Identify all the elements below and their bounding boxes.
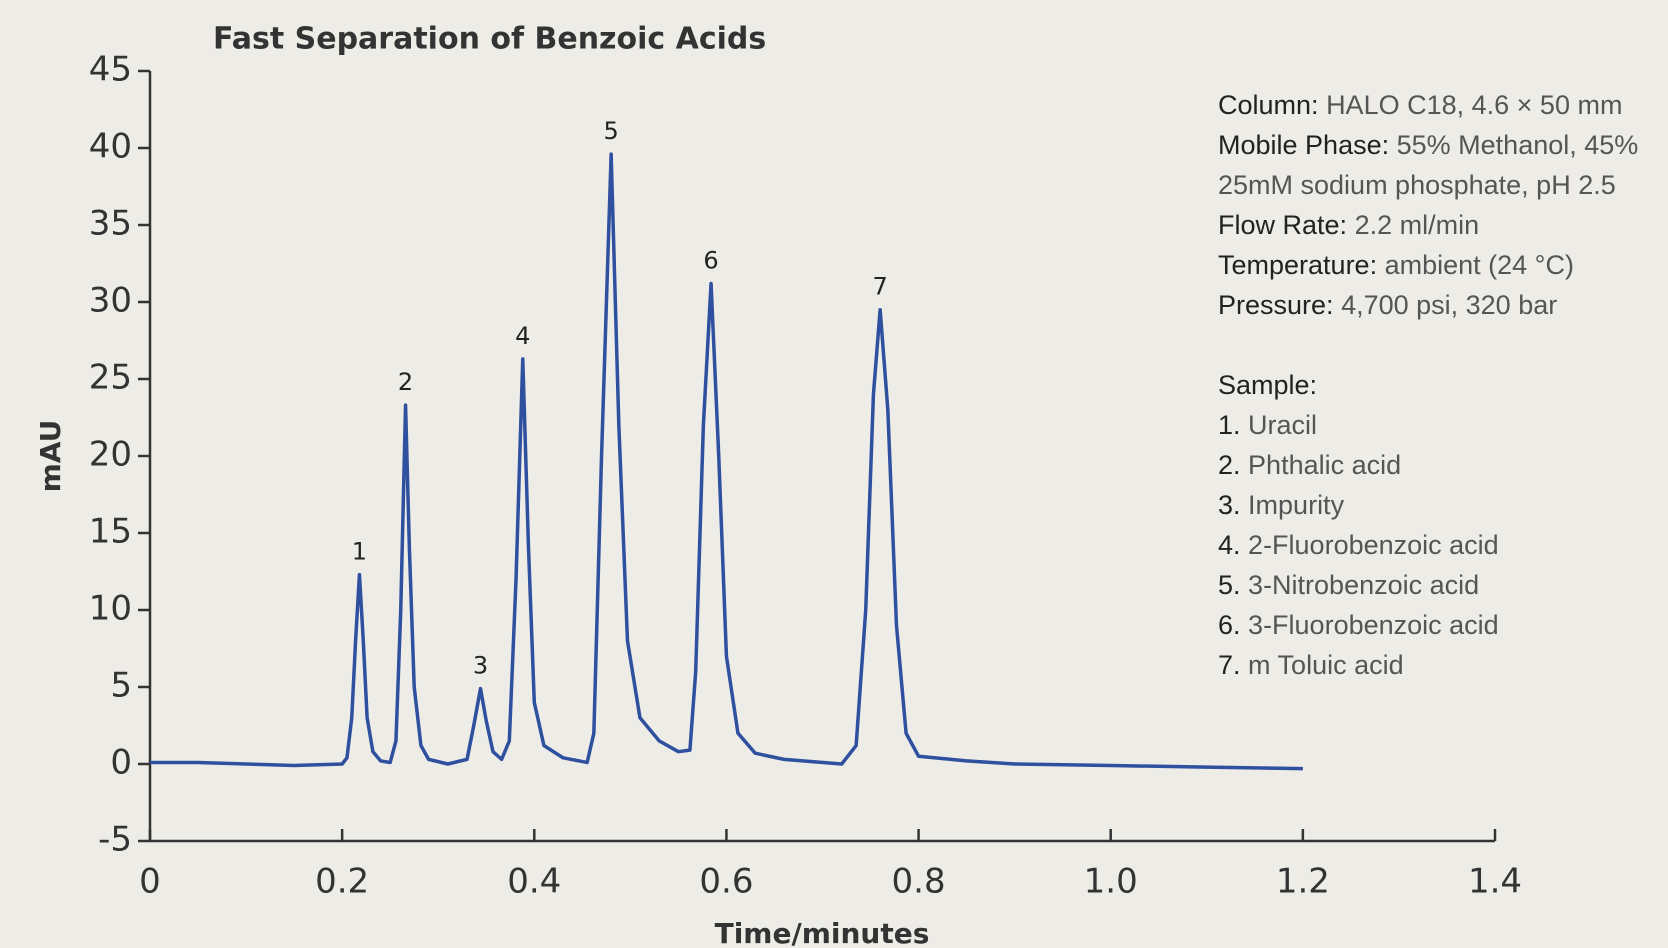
sample-number: 6. [1218, 610, 1241, 640]
y-tick-label: 20 [89, 435, 132, 475]
peak-label: 3 [473, 652, 488, 680]
condition-line: Mobile Phase: 55% Methanol, 45% [1218, 130, 1638, 160]
peak-label: 1 [352, 538, 367, 566]
sample-name: Uracil [1248, 410, 1317, 440]
y-tick-label: 0 [110, 743, 132, 783]
peak-label: 4 [515, 322, 530, 350]
y-tick-label: 35 [89, 204, 132, 244]
sample-name: 3-Fluorobenzoic acid [1248, 610, 1499, 640]
condition-value: 25mM sodium phosphate, pH 2.5 [1218, 170, 1616, 200]
peak-label: 7 [873, 273, 888, 301]
sample-name: 2-Fluorobenzoic acid [1248, 530, 1499, 560]
peak-label: 5 [604, 117, 619, 145]
condition-space [1389, 130, 1397, 160]
sample-name: Impurity [1248, 490, 1345, 520]
chart-title: Fast Separation of Benzoic Acids [213, 22, 766, 57]
condition-space [1334, 290, 1342, 320]
condition-key: Mobile Phase: [1218, 130, 1389, 160]
condition-space [1377, 250, 1385, 280]
y-tick-label: 40 [89, 127, 132, 167]
x-tick-label: 0.2 [315, 862, 369, 902]
condition-key: Pressure: [1218, 290, 1334, 320]
x-tick-label: 1.0 [1084, 862, 1138, 902]
sample-space [1241, 650, 1249, 680]
condition-line: Pressure: 4,700 psi, 320 bar [1218, 290, 1557, 320]
sample-item: 4. 2-Fluorobenzoic acid [1218, 530, 1499, 560]
x-tick-label: 0.6 [699, 862, 753, 902]
sample-title: Sample: [1218, 370, 1317, 400]
x-tick-label: 0.4 [507, 862, 561, 902]
sample-space [1241, 570, 1249, 600]
sample-item: 5. 3-Nitrobenzoic acid [1218, 570, 1479, 600]
sample-number: 3. [1218, 490, 1241, 520]
y-tick-label: 15 [89, 512, 132, 552]
y-tick-label: 10 [89, 589, 132, 629]
condition-value: 2.2 ml/min [1355, 210, 1480, 240]
y-axis-label: mAU [34, 420, 67, 493]
condition-line: Flow Rate: 2.2 ml/min [1218, 210, 1479, 240]
sample-item: 3. Impurity [1218, 490, 1345, 520]
x-tick-label: 0 [139, 862, 161, 902]
sample-name: m Toluic acid [1248, 650, 1404, 680]
condition-key: Flow Rate: [1218, 210, 1347, 240]
condition-line: 25mM sodium phosphate, pH 2.5 [1218, 170, 1616, 200]
sample-item: 1. Uracil [1218, 410, 1317, 440]
sample-name: Phthalic acid [1248, 450, 1401, 480]
sample-number: 1. [1218, 410, 1241, 440]
condition-value: 4,700 psi, 320 bar [1341, 290, 1557, 320]
sample-space [1241, 410, 1249, 440]
y-tick-label: -5 [98, 820, 132, 860]
x-tick-label: 1.2 [1276, 862, 1330, 902]
sample-number: 5. [1218, 570, 1241, 600]
peak-label: 6 [703, 247, 718, 275]
sample-space [1241, 610, 1249, 640]
condition-value: 55% Methanol, 45% [1397, 130, 1639, 160]
y-tick-label: 25 [89, 358, 132, 398]
y-tick-label: 5 [110, 666, 132, 706]
sample-space [1241, 530, 1249, 560]
trace-line [150, 152, 1303, 771]
sample-item: 7. m Toluic acid [1218, 650, 1404, 680]
y-tick-label: 45 [89, 50, 132, 90]
sample-item: 2. Phthalic acid [1218, 450, 1401, 480]
condition-value: ambient (24 °C) [1385, 250, 1574, 280]
sample-number: 4. [1218, 530, 1241, 560]
condition-line: Temperature: ambient (24 °C) [1218, 250, 1574, 280]
y-tick-label: 30 [89, 281, 132, 321]
x-axis-label: Time/minutes [715, 917, 930, 948]
condition-line: Column: HALO C18, 4.6 × 50 mm [1218, 90, 1622, 120]
sample-number: 2. [1218, 450, 1241, 480]
condition-space [1319, 90, 1327, 120]
condition-value: HALO C18, 4.6 × 50 mm [1326, 90, 1622, 120]
sample-space [1241, 450, 1249, 480]
condition-key: Column: [1218, 90, 1319, 120]
x-tick-label: 0.8 [892, 862, 946, 902]
sample-name: 3-Nitrobenzoic acid [1248, 570, 1479, 600]
sample-item: 6. 3-Fluorobenzoic acid [1218, 610, 1499, 640]
condition-space [1347, 210, 1355, 240]
condition-key: Temperature: [1218, 250, 1377, 280]
x-tick-label: 1.4 [1468, 862, 1522, 902]
sample-number: 7. [1218, 650, 1241, 680]
peak-label: 2 [398, 368, 413, 396]
sample-space [1241, 490, 1249, 520]
